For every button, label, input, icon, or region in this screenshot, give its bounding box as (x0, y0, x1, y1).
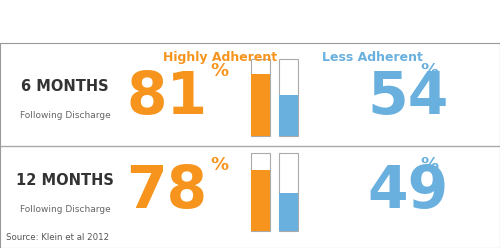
Text: Source: Klein et al 2012: Source: Klein et al 2012 (6, 233, 109, 242)
Text: 54: 54 (368, 69, 449, 126)
Text: Continuous Abstinence Rates and MORE Usage: Continuous Abstinence Rates and MORE Usa… (0, 12, 500, 31)
Bar (251, 153, 270, 231)
Bar (279, 59, 298, 136)
Text: 6 MONTHS: 6 MONTHS (21, 79, 109, 94)
Bar (279, 153, 298, 231)
Text: Highly Adherent: Highly Adherent (163, 51, 277, 64)
Text: Less Adherent: Less Adherent (322, 51, 423, 64)
Bar (251, 73, 270, 136)
Text: Following Discharge: Following Discharge (20, 111, 110, 120)
Bar (279, 94, 298, 136)
Text: %: % (420, 156, 438, 174)
Text: 81: 81 (126, 69, 208, 126)
Bar (279, 192, 298, 231)
Text: %: % (210, 62, 228, 80)
Text: 78: 78 (126, 163, 208, 220)
Text: %: % (420, 62, 438, 80)
Text: 12 MONTHS: 12 MONTHS (16, 173, 114, 188)
Text: 49: 49 (368, 163, 449, 220)
Text: %: % (210, 156, 228, 174)
Bar (251, 59, 270, 136)
Bar (251, 170, 270, 231)
Text: Following Discharge: Following Discharge (20, 205, 110, 214)
